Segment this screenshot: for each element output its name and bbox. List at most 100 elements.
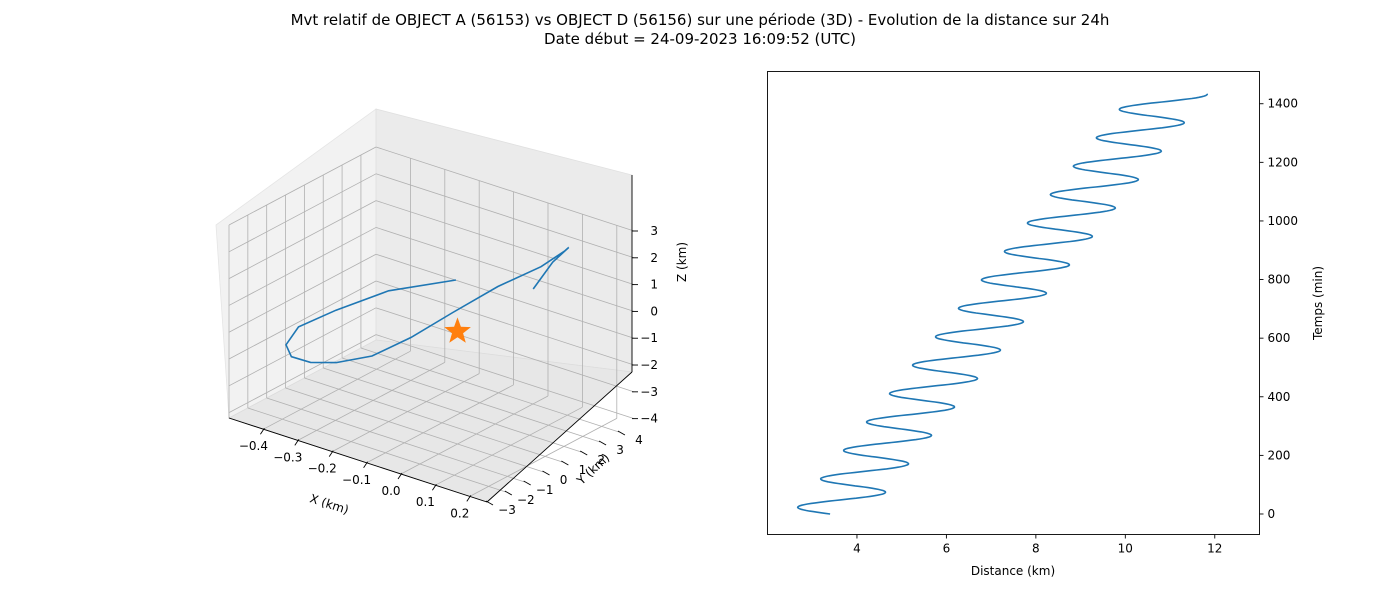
plot-distance-time: 4 6 8 10 12 0 200 400 600 800 1000 1200 1400 Distan… xyxy=(767,71,1325,578)
z-tick-label: −4 xyxy=(640,412,658,426)
grid-z-wall xyxy=(228,227,377,306)
z-axis-label: Z (km) xyxy=(675,242,689,282)
y-tick-label: −2 xyxy=(517,493,535,507)
grid-x-floor xyxy=(469,418,617,497)
x-axis-line xyxy=(228,417,488,503)
y-tick-label: 1200 xyxy=(1268,155,1299,169)
y-ticks: 0 200 400 600 800 1000 1200 1400 xyxy=(1259,97,1299,521)
figure-subtitle: Date début = 24-09-2023 16:09:52 (UTC) xyxy=(544,30,856,48)
grid-y-floor xyxy=(285,387,544,473)
y-tick-label: 800 xyxy=(1268,273,1291,287)
y-tick-label: 0 xyxy=(1268,507,1276,521)
ticks-3d: −0.4−0.3−0.2−0.10.00.10.2 −3−2−101234−4−3… xyxy=(239,224,658,520)
origin-star-marker xyxy=(444,317,471,343)
plot-frame xyxy=(767,71,1260,535)
grid-y-floor xyxy=(323,367,582,453)
y-tick-mark xyxy=(523,480,531,486)
grid-z-back xyxy=(375,146,635,232)
z-tick-label: −3 xyxy=(640,385,658,399)
z-tick-label: 2 xyxy=(650,251,658,265)
z-tick-label: −2 xyxy=(640,358,658,372)
y-tick-mark xyxy=(617,430,626,436)
y-tick-label: 1 xyxy=(579,463,587,477)
pane-back-wall xyxy=(375,108,633,373)
grid-x-floor xyxy=(435,406,583,486)
x-tick-label: 0.0 xyxy=(381,484,400,498)
grid-z-back xyxy=(375,227,635,312)
y-tick-mark xyxy=(598,440,607,446)
grid-z-wall xyxy=(228,146,377,226)
x-tick-label: 12 xyxy=(1207,542,1222,556)
grid-z-wall xyxy=(228,253,377,333)
y-tick-label: 0 xyxy=(560,473,568,487)
time-axis-label: Temps (min) xyxy=(1311,266,1325,341)
y-tick-label: 4 xyxy=(635,433,643,447)
x-tick-label: 0.1 xyxy=(416,495,435,509)
y-tick-label: 400 xyxy=(1268,390,1291,404)
trajectory-line xyxy=(285,246,570,364)
grid-z-wall xyxy=(228,307,377,387)
x-tick-mark xyxy=(260,427,265,435)
x-tick-label: −0.3 xyxy=(273,450,302,464)
grid-z-back xyxy=(375,253,635,339)
y-tick-label: −1 xyxy=(536,483,554,497)
y-tick-label: 2 xyxy=(597,453,605,467)
x-tick-label: −0.2 xyxy=(308,462,337,476)
x-tick-label: 0.2 xyxy=(450,506,469,520)
figure-title: Mvt relatif de OBJECT A (56153) vs OBJEC… xyxy=(290,11,1110,29)
y-tick-label: 1400 xyxy=(1268,97,1299,111)
x-tick-mark xyxy=(328,450,334,457)
grid-x-floor xyxy=(366,384,514,464)
grid-z-back xyxy=(375,307,635,393)
grid-z-wall xyxy=(228,173,377,253)
x-tick-mark xyxy=(466,495,472,502)
x-tick-label: −0.4 xyxy=(239,439,268,453)
grid-z-wall xyxy=(228,200,377,279)
plot-3d: −0.4−0.3−0.2−0.10.00.10.2 −3−2−101234−4−3… xyxy=(215,108,689,520)
x-ticks: 4 6 8 10 12 xyxy=(853,534,1222,556)
y-tick-label: 200 xyxy=(1268,448,1291,462)
x-tick-mark xyxy=(363,461,368,469)
x-tick-label: 8 xyxy=(1032,542,1040,556)
y-tick-label: 3 xyxy=(616,443,624,457)
x-tick-label: 4 xyxy=(853,542,861,556)
grid-y-floor xyxy=(266,397,525,483)
grid-x-floor xyxy=(263,350,411,430)
grid-x-floor xyxy=(400,395,549,475)
x-axis-label: X (km) xyxy=(308,491,350,517)
z-tick-label: 3 xyxy=(650,224,658,238)
grid-x-floor xyxy=(332,373,480,452)
y-tick-mark xyxy=(561,460,569,466)
z-tick-label: 0 xyxy=(650,304,658,318)
grid-z-back xyxy=(375,200,635,285)
y-tick-mark xyxy=(580,450,588,456)
x-tick-label: 10 xyxy=(1118,542,1133,556)
grid-y-floor xyxy=(360,347,620,433)
grid-x-floor xyxy=(297,362,445,441)
y-tick-mark xyxy=(485,500,494,506)
grid-z-back xyxy=(375,334,635,420)
grid-y-floor xyxy=(304,377,563,463)
x-tick-label: 6 xyxy=(943,542,951,556)
grid-z-wall xyxy=(228,280,377,360)
x-tick-label: −0.1 xyxy=(342,473,371,487)
z-tick-label: 1 xyxy=(650,278,658,292)
y-tick-label: 600 xyxy=(1268,331,1291,345)
x-tick-mark xyxy=(294,439,300,446)
x-tick-mark xyxy=(432,483,437,491)
y-tick-label: 1000 xyxy=(1268,214,1299,228)
grid-y-floor xyxy=(341,357,601,443)
z-tick-label: −1 xyxy=(640,331,658,345)
y-tick-mark xyxy=(504,490,513,496)
y-axis-line xyxy=(486,371,633,503)
distance-axis-label: Distance (km) xyxy=(971,564,1055,578)
y-tick-label: −3 xyxy=(498,503,516,517)
distance-line xyxy=(796,93,1209,515)
grid-z-back xyxy=(375,280,635,366)
grid-z-wall xyxy=(228,334,377,413)
grid-z-back xyxy=(375,173,635,259)
y-tick-mark xyxy=(542,470,550,476)
x-tick-mark xyxy=(397,472,403,480)
grid-y-floor xyxy=(247,407,506,493)
